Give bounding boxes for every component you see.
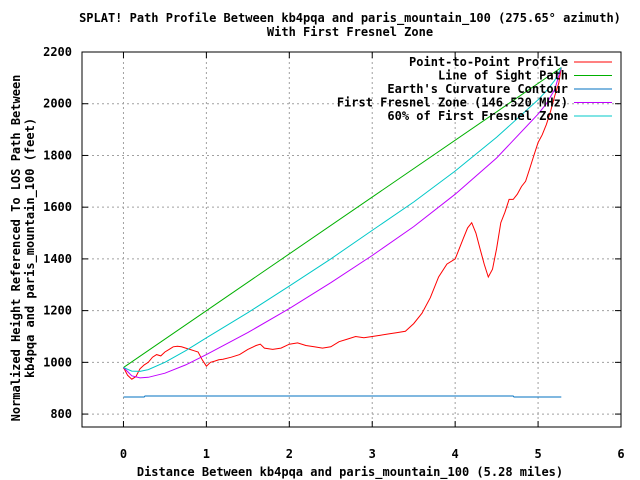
x-axis-label: Distance Between kb4pqa and paris_mounta… xyxy=(137,465,563,480)
fresnel-zone-line xyxy=(123,67,562,379)
y-tick-label: 800 xyxy=(50,407,72,421)
x-tick-label: 2 xyxy=(286,447,293,461)
x-tick-label: 5 xyxy=(534,447,541,461)
legend-label-line-of-sight-path: Line of Sight Path xyxy=(438,69,568,83)
y-tick-label: 2000 xyxy=(43,97,72,111)
earth-curvature-line xyxy=(123,395,562,398)
y-tick-label: 1600 xyxy=(43,200,72,214)
series-lines xyxy=(123,67,562,398)
profile-line xyxy=(123,67,562,380)
y-tick-label: 1000 xyxy=(43,355,72,369)
legend-label-first-fresnel-zone-146-520-mhz: First Fresnel Zone (146.520 MHz) xyxy=(337,96,568,110)
plot-frame xyxy=(81,51,622,428)
axis-ticks xyxy=(82,51,622,427)
y-tick-label: 2200 xyxy=(43,45,72,59)
y-tick-labels: 800 1000 1200 1400 1600 1800 2000 2200 xyxy=(43,45,72,421)
legend-label-60-of-first-fresnel-zone: 60% of First Fresnel Zone xyxy=(387,109,568,123)
y-tick-label: 1800 xyxy=(43,148,72,162)
x-tick-label: 0 xyxy=(120,447,127,461)
fresnel-60-line xyxy=(123,67,562,372)
y-tick-label: 1200 xyxy=(43,304,72,318)
chart-title-line2: With First Fresnel Zone xyxy=(267,25,433,39)
y-axis-label-line2: kb4pqa and paris_mountain_100 (feet) xyxy=(23,118,38,378)
chart-title-line1: SPLAT! Path Profile Between kb4pqa and p… xyxy=(79,11,621,26)
x-tick-labels: 0 1 2 3 4 5 6 xyxy=(120,447,625,461)
y-axis-label-line1: Normalized Height Referenced To LOS Path… xyxy=(9,75,23,422)
legend-label-earth-s-curvature-contour: Earth's Curvature Contour xyxy=(387,82,568,96)
y-tick-label: 1400 xyxy=(43,252,72,266)
line-of-sight-line xyxy=(123,67,562,368)
x-tick-label: 6 xyxy=(617,447,624,461)
legend-label-point-to-point-profile: Point-to-Point Profile xyxy=(409,55,568,69)
x-tick-label: 3 xyxy=(369,447,376,461)
x-tick-label: 4 xyxy=(452,447,459,461)
x-tick-label: 1 xyxy=(203,447,210,461)
